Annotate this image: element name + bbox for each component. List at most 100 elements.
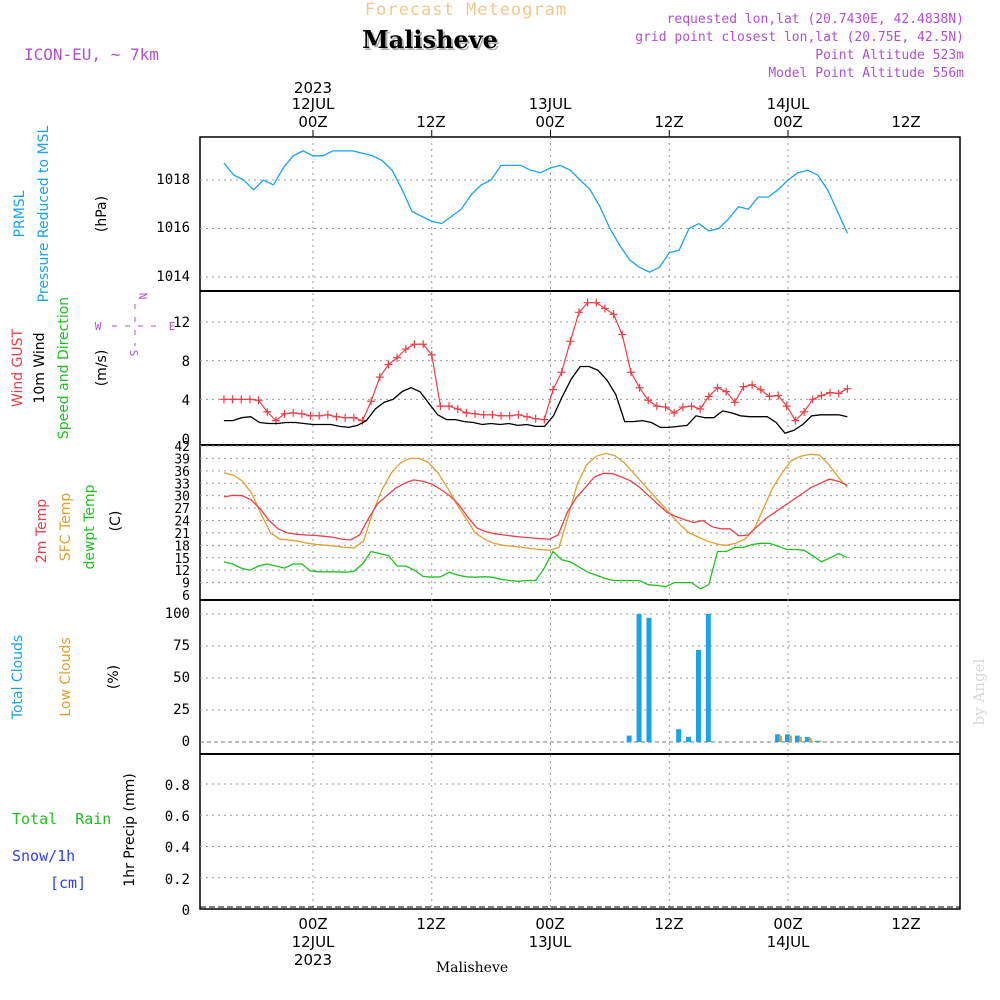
low-cloud-bar xyxy=(818,740,822,742)
location-title-shadow: Malisheve xyxy=(364,27,500,56)
grid-lines xyxy=(200,130,960,909)
pressure-line xyxy=(223,150,848,273)
temp-unit: (C) xyxy=(108,511,124,532)
gust-marker xyxy=(583,298,592,307)
temp-tick-label: 42 xyxy=(174,440,190,455)
gust-marker xyxy=(774,391,783,400)
temp-tick-label: 33 xyxy=(174,477,190,492)
temp-tick-label: 18 xyxy=(174,539,190,554)
total-cloud-bar xyxy=(686,736,692,742)
bottom-date-3: 14JUL xyxy=(767,933,810,951)
total-cloud-bar xyxy=(676,729,682,742)
pressure-tick-label: 1014 xyxy=(156,269,190,285)
compass-n: N xyxy=(136,293,149,300)
pressure-label-1: PRMSL xyxy=(12,190,28,237)
total-cloud-bar xyxy=(794,735,800,742)
temp-tick-label: 39 xyxy=(174,452,190,467)
gust-marker xyxy=(280,409,289,418)
gust-marker xyxy=(522,412,531,421)
chart-layers xyxy=(219,150,852,742)
gust-marker xyxy=(626,368,635,377)
pressure-tick-label: 1018 xyxy=(156,172,190,188)
wind-tick-label: 12 xyxy=(173,315,190,331)
gust-marker xyxy=(661,403,670,412)
top-hour-label: 00Z xyxy=(773,113,802,131)
cloud-tick-label: 75 xyxy=(173,638,190,654)
cloud-unit: (%) xyxy=(106,665,122,689)
low-cloud-bar xyxy=(779,735,783,742)
pressure-ticks: 1018 1016 1014 xyxy=(156,172,190,285)
gust-marker xyxy=(462,408,471,417)
gust-marker xyxy=(765,392,774,401)
gust-marker xyxy=(497,411,506,420)
total-cloud-bar xyxy=(705,614,711,742)
gust-marker xyxy=(722,387,731,396)
watermark: by Angel xyxy=(970,658,988,725)
temp-tick-label: 27 xyxy=(174,502,190,517)
cloud-tick-label: 25 xyxy=(173,702,190,718)
temp-tick-label: 30 xyxy=(174,490,190,505)
compass-e: E xyxy=(169,320,176,333)
gust-marker xyxy=(323,410,332,419)
gust-marker xyxy=(635,383,644,392)
gust-marker xyxy=(800,407,809,416)
temp-tick-label: 21 xyxy=(174,527,190,542)
gust-marker xyxy=(505,411,514,420)
gust-marker xyxy=(609,310,618,319)
wind-10m-label: 10m Wind xyxy=(32,332,48,403)
cloud-tick-label: 0 xyxy=(182,734,190,750)
total-cloud-bar xyxy=(646,617,652,742)
total-cloud-bar xyxy=(775,734,781,742)
gust-marker xyxy=(817,391,826,400)
gust-marker xyxy=(375,373,384,382)
wind-tick-label: 4 xyxy=(182,393,190,409)
gust-marker xyxy=(488,410,497,419)
gust-marker xyxy=(531,414,540,423)
gust-marker xyxy=(453,405,462,413)
cloud-total-label: Total Clouds xyxy=(10,635,26,720)
cloud-tick-label: 100 xyxy=(165,606,190,622)
gust-marker xyxy=(730,398,739,407)
gust-marker xyxy=(557,368,566,377)
pressure-tick-label: 1016 xyxy=(156,220,190,236)
temp-dew-label: dewpt Temp xyxy=(82,484,98,569)
gust-marker xyxy=(254,396,263,405)
top-hour-label: 12Z xyxy=(891,113,920,131)
compass-w: W xyxy=(95,320,102,333)
sfc-temp-line xyxy=(223,452,848,551)
bottom-hour-label: 12Z xyxy=(654,915,683,933)
gust-marker xyxy=(384,360,393,369)
top-date-1: 12JUL xyxy=(292,95,335,113)
cloud-tick-label: 50 xyxy=(173,670,190,686)
bottom-date-2: 13JUL xyxy=(529,933,572,951)
gust-marker xyxy=(808,395,817,404)
gust-marker xyxy=(618,330,627,339)
gust-marker xyxy=(739,382,748,391)
temp-2m-line xyxy=(223,472,848,541)
compass-s: S xyxy=(127,350,140,357)
gust-marker xyxy=(540,415,549,424)
temp-tick-label: 36 xyxy=(174,465,190,480)
gust-line xyxy=(223,302,848,422)
gust-marker xyxy=(479,410,488,419)
cloud-low-label: Low Clouds xyxy=(58,637,74,716)
requested-coords: requested lon,lat (20.7430E, 42.4838N) xyxy=(667,12,964,27)
temp-tick-label: 24 xyxy=(174,515,190,530)
top-date-3: 14JUL xyxy=(767,95,810,113)
pressure-unit: (hPa) xyxy=(94,196,110,232)
gust-marker xyxy=(367,397,376,406)
temp-sfc-label: SFC Temp xyxy=(58,493,74,562)
wind-dir-label: Speed and Direction xyxy=(56,297,72,439)
gust-marker xyxy=(245,395,254,404)
gust-marker xyxy=(263,407,272,416)
bottom-date-1: 12JUL xyxy=(292,933,335,951)
top-hour-label: 00Z xyxy=(298,113,327,131)
gust-marker xyxy=(410,340,419,349)
pressure-label-2: Pressure Reduced to MSL xyxy=(36,125,52,302)
gust-marker xyxy=(713,383,722,392)
precip-rain-label: Total Rain xyxy=(12,810,111,828)
gust-marker xyxy=(704,392,713,401)
low-cloud-bar xyxy=(789,735,792,742)
